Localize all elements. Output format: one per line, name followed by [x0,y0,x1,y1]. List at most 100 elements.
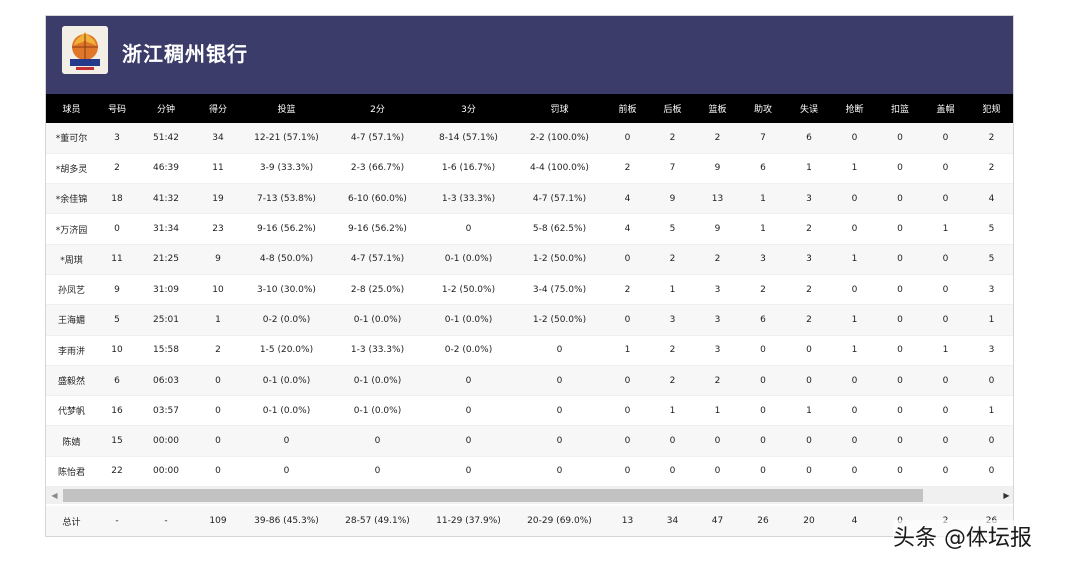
stat-cell: 0 [786,456,832,488]
stat-cell: 1 [832,335,877,366]
stat-cell: 4-7 (57.1%) [332,244,423,275]
stat-cell: 0 [650,456,695,488]
column-header[interactable]: 分钟 [137,94,195,123]
stat-cell: 0 [605,456,650,488]
stat-cell: 6 [786,123,832,154]
stat-cell: 0 [968,365,1013,397]
stat-cell: 5 [968,213,1013,245]
stat-cell: 1 [195,304,241,336]
totals-cell: 4 [851,516,858,526]
stat-cell: 1 [968,304,1013,336]
horizontal-scrollbar[interactable]: ◀ ▶ [46,487,1013,504]
stat-cell: 4-7 (57.1%) [514,183,605,215]
scroll-left-icon[interactable]: ◀ [51,491,58,500]
stat-cell: 0 [740,425,786,457]
boxscore-panel: 浙江稠州银行 球员 号码 分钟 得分 投篮 2分 3分 罚球 前板 后板 篮板 助攻 失误 抢断 扣篮 盖帽犯… [45,15,1014,537]
totals-cell: 13 [621,516,634,526]
column-header[interactable]: 2分 [332,94,423,123]
player-name-cell: 李雨洴 [46,335,97,366]
stat-cell: 0 [786,425,832,457]
stat-cell: 18 [97,183,137,215]
stat-cell: 0 [423,213,514,245]
stat-cell: 51:42 [137,123,195,154]
column-header[interactable]: 盖帽 [923,94,968,123]
stat-cell: 15 [97,425,137,457]
team-header: 浙江稠州银行 [46,16,1013,94]
column-header[interactable]: 后板 [650,94,695,123]
stat-cell: 0 [786,335,832,366]
stat-cell: 0-1 (0.0%) [241,365,332,397]
totals-cell: 11-29 (37.9%) [436,516,501,526]
stat-cell: 9 [695,213,740,245]
stat-cell: 0 [968,425,1013,457]
stat-cell: 6 [740,304,786,336]
stat-cell: 0 [832,213,877,245]
stat-cell: 0 [605,365,650,397]
stat-cell: 0 [923,365,968,397]
stat-cell: 0 [923,183,968,215]
column-header[interactable]: 前板 [605,94,650,123]
stat-cell: 13 [695,183,740,215]
table-header-row: 球员 号码 分钟 得分 投篮 2分 3分 罚球 前板 后板 篮板 助攻 失误 抢断 扣篮 盖帽 犯规 [46,94,1013,123]
stat-cell: 2 [605,274,650,306]
column-header[interactable]: 号码 [97,94,137,123]
stat-cell: 2 [650,365,695,397]
stat-cell: 2 [195,335,241,366]
column-header[interactable]: 球员 [46,94,97,123]
stat-cell: 0 [832,274,877,306]
stat-cell: 0 [514,335,605,366]
stat-cell: 06:03 [137,365,195,397]
stat-cell: 2-2 (100.0%) [514,123,605,154]
player-name-cell: *周琪 [46,244,97,275]
stat-cell: 0 [740,456,786,488]
column-header[interactable]: 抢断 [832,94,877,123]
stat-cell: 0 [423,395,514,427]
stat-cell: 10 [195,274,241,306]
stat-cell: 41:32 [137,183,195,215]
column-header[interactable]: 罚球 [514,94,605,123]
scrollbar-thumb[interactable] [63,489,923,502]
stat-cell: 5 [650,213,695,245]
stat-cell: 1-6 (16.7%) [423,153,514,185]
stat-cell: 1 [740,213,786,245]
stat-cell: 2 [786,274,832,306]
stat-cell: 1 [605,335,650,366]
stat-cell: 0 [832,456,877,488]
stat-cell: 15:58 [137,335,195,366]
column-header[interactable]: 3分 [423,94,514,123]
stat-cell: 0 [514,395,605,427]
column-header[interactable]: 犯规 [968,94,1013,123]
column-header[interactable]: 投篮 [241,94,332,123]
table-row: 代梦帆 16 03:57 0 0-1 (0.0%) 0-1 (0.0%) 0 0 0 1 1 0 1 0 0… [46,395,1013,427]
player-name-cell: 王海媚 [46,304,97,336]
column-header[interactable]: 得分 [195,94,241,123]
stat-cell: 46:39 [137,153,195,185]
totals-cell: 28-57 (49.1%) [345,516,410,526]
table-row: 陈婧 15 00:00 0 0 0 0 0 0 0 0 0 0 0 0 0 0 [46,425,1013,457]
scroll-right-icon[interactable]: ▶ [1003,491,1010,500]
table-row: 孙凤艺 9 31:09 10 3-10 (30.0%) 2-8 (25.0%) 1-2 (5… [46,274,1013,306]
column-header[interactable]: 失误 [786,94,832,123]
stat-cell: 0 [832,123,877,154]
table-row: 陈怡君 22 00:00 0 0 0 0 0 0 0 0 0 0 0 0 0 0 [46,456,1013,488]
stat-cell: 1 [786,395,832,427]
player-name-cell: 陈怡君 [46,456,97,488]
stat-cell: 0 [877,123,923,154]
stat-cell: 6 [97,365,137,397]
player-name-cell: *董可尔 [46,123,97,154]
totals-label: 总计 [62,517,81,528]
stat-cell: 00:00 [137,456,195,488]
stat-cell: 0 [877,335,923,366]
stat-cell: 0 [605,244,650,275]
column-header[interactable]: 篮板 [695,94,740,123]
stat-cell: 0 [877,153,923,185]
stat-cell: 2 [786,213,832,245]
stat-cell: 0 [423,456,514,488]
column-header[interactable]: 扣篮 [877,94,923,123]
stat-cell: 3 [97,123,137,154]
stat-cell: 2 [650,123,695,154]
column-header[interactable]: 助攻 [740,94,786,123]
stat-cell: 0 [832,183,877,215]
player-name-cell: *胡多灵 [46,153,97,185]
stat-cell: 0 [877,395,923,427]
